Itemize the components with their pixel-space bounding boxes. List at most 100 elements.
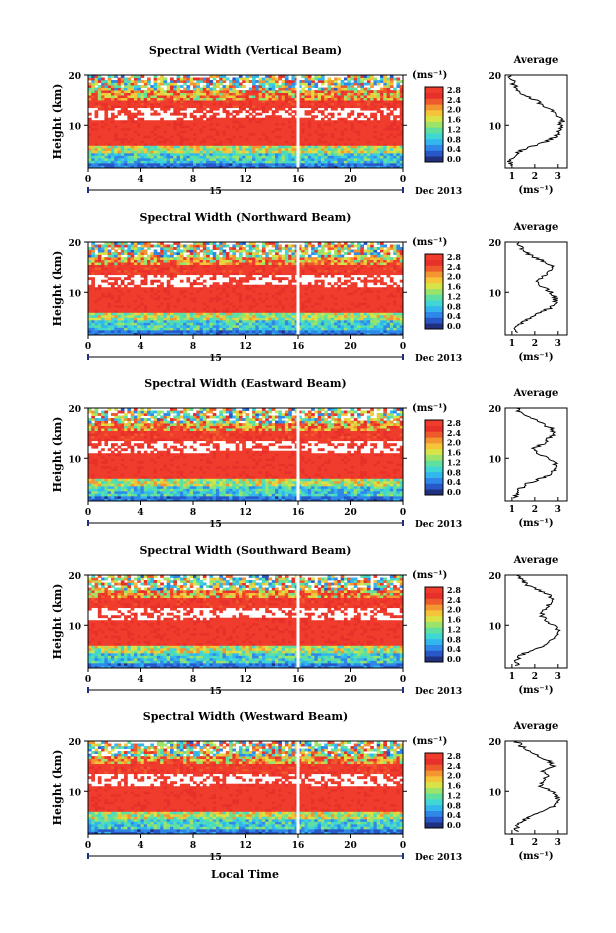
heatmap-cell [305,90,309,93]
heatmap-cell [331,155,335,158]
heatmap-cell [137,285,141,288]
heatmap-cell [203,315,207,318]
heatmap-cell [127,277,131,280]
heatmap-cell [347,123,351,126]
heatmap-cell [206,315,210,318]
heatmap-cell [268,125,272,128]
heatmap-cell [104,153,108,156]
heatmap-cell [308,130,312,133]
heatmap-cell [88,163,92,166]
heatmap-cell [118,295,122,298]
heatmap-cell [124,302,128,305]
heatmap-cell [393,100,397,103]
heatmap-cell [318,98,322,101]
heatmap-cell [380,150,384,153]
heatmap-cell [236,140,240,143]
heatmap-cell [219,297,223,300]
colorbar-step [425,116,443,122]
heatmap-cell [141,275,145,278]
heatmap-cell [213,143,217,146]
heatmap-cell [170,90,174,93]
heatmap-cell [88,95,92,98]
heatmap-cell [154,262,158,265]
heatmap-cell [98,163,102,166]
heatmap-cell [341,88,345,91]
heatmap-cell [206,120,210,123]
heatmap-cell [360,155,364,158]
heatmap-cell [196,307,200,310]
heatmap-cell [114,250,118,253]
heatmap-cell [272,90,276,93]
heatmap-cell [242,310,246,313]
heatmap-cell [127,315,131,318]
heatmap-cell [265,325,269,328]
heatmap-cell [163,265,167,268]
heatmap-cell [111,257,115,260]
heatmap-cell [249,320,253,323]
heatmap-cell [301,105,305,108]
heatmap-cell [239,78,243,81]
heatmap-cell [246,260,250,263]
heatmap-cell [111,90,115,93]
heatmap-cell [196,327,200,330]
heatmap-cell [246,245,250,248]
heatmap-cell [331,125,335,128]
heatmap-cell [127,120,131,123]
heatmap-cell [190,113,194,116]
heatmap-cell [196,120,200,123]
heatmap-cell [137,262,141,265]
heatmap-cell [308,163,312,166]
heatmap-cell [118,247,122,250]
heatmap-cell [104,140,108,143]
heatmap-cell [134,287,138,290]
heatmap-cell [177,88,181,91]
heatmap-cell [88,267,92,270]
heatmap-cell [255,325,259,328]
heatmap-cell [114,330,118,333]
heatmap-cell [216,155,220,158]
heatmap-cell [141,103,145,106]
heatmap-cell [177,310,181,313]
heatmap-cell [167,272,171,275]
heatmap-cell [104,257,108,260]
heatmap-cell [186,150,190,153]
colorbar-unit: (ms⁻¹) [412,70,447,81]
heatmap-cell [150,140,154,143]
heatmap-cell [98,310,102,313]
heatmap-cell [203,270,207,273]
heatmap-cell [331,105,335,108]
y-axis-label: Height (km) [51,84,64,160]
heatmap-cell [318,133,322,136]
heatmap-cell [147,305,151,308]
heatmap-cell [262,98,266,101]
heatmap-cell [160,88,164,91]
heatmap-cell [226,292,230,295]
heatmap-cell [95,88,99,91]
heatmap-cell [229,143,233,146]
heatmap-cell [173,292,177,295]
heatmap-cell [246,305,250,308]
heatmap-cell [141,130,145,133]
heatmap-cell [291,138,295,141]
heatmap-cell [104,247,108,250]
heatmap-cell [393,155,397,158]
heatmap-cell [278,138,282,141]
heatmap-cell [137,310,141,313]
heatmap-cell [95,257,99,260]
heatmap-cell [170,292,174,295]
heatmap-cell [134,145,138,148]
heatmap-cell [127,158,131,161]
heatmap-cell [219,307,223,310]
heatmap-cell [131,307,135,310]
heatmap-cell [157,292,161,295]
heatmap-cell [114,300,118,303]
heatmap-cell [272,83,276,86]
heatmap-cell [144,282,148,285]
heatmap-cell [144,322,148,325]
heatmap-cell [213,105,217,108]
heatmap-cell [216,128,220,131]
heatmap-cell [331,93,335,96]
heatmap-cell [150,262,154,265]
heatmap-cell [190,98,194,101]
heatmap-cell [383,140,387,143]
